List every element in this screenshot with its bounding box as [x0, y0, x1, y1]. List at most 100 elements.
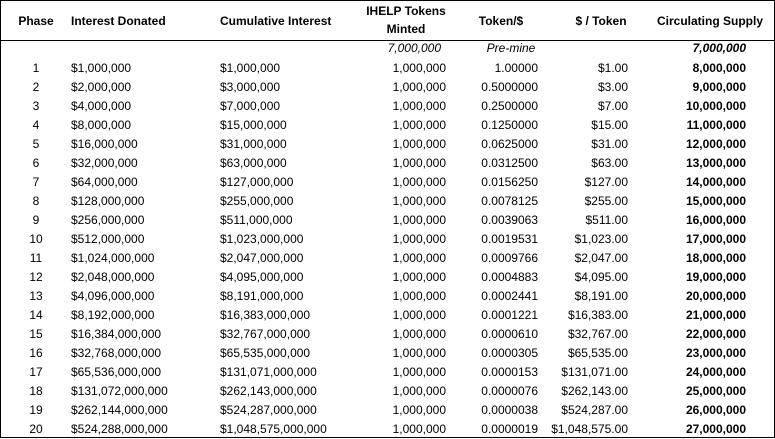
header-phase: Phase [18, 14, 54, 28]
row-tokens-minted: 1,000,000 [392, 365, 446, 379]
row-tokens-minted: 1,000,000 [392, 289, 446, 303]
row-cumulative-interest: $131,071,000,000 [220, 365, 317, 379]
row-phase: 12 [29, 270, 43, 284]
row-cumulative-interest: $1,023,000,000 [220, 232, 304, 246]
row-circulating-supply: 26,000,000 [685, 403, 746, 417]
row-circulating-supply: 16,000,000 [685, 213, 746, 227]
row-circulating-supply: 19,000,000 [685, 270, 746, 284]
row-dollar-per-token: $16,383.00 [567, 308, 628, 322]
row-cumulative-interest: $4,095,000,000 [220, 270, 304, 284]
row-phase: 4 [32, 118, 40, 132]
row-cumulative-interest: $7,000,000 [220, 99, 281, 113]
table-row: 11 $1,024,000,000 $2,047,000,000 1,000,000 0… [1, 249, 774, 268]
row-dollar-per-token: $8,191.00 [574, 289, 628, 303]
row-dollar-per-token: $511.00 [585, 213, 629, 227]
row-phase: 5 [32, 137, 40, 151]
table-row: 17 $65,536,000,000 $131,071,000,000 1,000,0… [1, 363, 774, 382]
row-cumulative-interest: $127,000,000 [220, 175, 294, 189]
row-phase: 1 [32, 61, 40, 75]
row-interest-donated: $131,072,000,000 [71, 384, 168, 398]
row-tokens-minted: 1,000,000 [392, 270, 446, 284]
row-phase: 7 [32, 175, 40, 189]
row-interest-donated: $16,384,000,000 [71, 327, 162, 341]
row-phase: 6 [32, 156, 40, 170]
row-tokens-minted: 1,000,000 [392, 422, 446, 436]
row-token-per-dollar: 0.0000610 [481, 327, 538, 341]
row-interest-donated: $128,000,000 [71, 194, 145, 208]
row-phase: 15 [29, 327, 43, 341]
row-token-per-dollar: 0.0001221 [481, 308, 538, 322]
row-circulating-supply: 9,000,000 [692, 80, 746, 94]
row-interest-donated: $524,288,000,000 [71, 422, 168, 436]
row-cumulative-interest: $255,000,000 [220, 194, 294, 208]
row-tokens-minted: 1,000,000 [392, 308, 446, 322]
row-phase: 11 [29, 251, 43, 265]
row-cumulative-interest: $32,767,000,000 [220, 327, 311, 341]
row-phase: 9 [32, 213, 40, 227]
table-row: 3 $4,000,000 $7,000,000 1,000,000 0.2500000 $… [1, 97, 774, 116]
row-tokens-minted: 1,000,000 [392, 232, 446, 246]
row-dollar-per-token: $4,095.00 [574, 270, 628, 284]
row-cumulative-interest: $8,191,000,000 [220, 289, 304, 303]
row-tokens-minted: 1,000,000 [392, 175, 446, 189]
header-token-per-dollar: Token/$ [478, 14, 524, 28]
row-circulating-supply: 23,000,000 [685, 346, 746, 360]
row-dollar-per-token: $127.00 [584, 175, 628, 189]
row-interest-donated: $32,000,000 [71, 156, 138, 170]
row-phase: 18 [29, 384, 43, 398]
header-divider [1, 40, 774, 41]
table-row: 2 $2,000,000 $3,000,000 1,000,000 0.5000000 $… [1, 78, 774, 97]
row-cumulative-interest: $3,000,000 [220, 80, 281, 94]
row-tokens-minted: 1,000,000 [392, 61, 446, 75]
row-circulating-supply: 21,000,000 [685, 308, 746, 322]
row-phase: 3 [32, 99, 40, 113]
row-cumulative-interest: $16,383,000,000 [220, 308, 311, 322]
header-interest-donated: Interest Donated [71, 14, 166, 28]
table-row: 12 $2,048,000,000 $4,095,000,000 1,000,000 0… [1, 268, 774, 287]
row-dollar-per-token: $2,047.00 [574, 251, 628, 265]
row-interest-donated: $4,096,000,000 [71, 289, 155, 303]
row-dollar-per-token: $131,071.00 [561, 365, 628, 379]
row-circulating-supply: 25,000,000 [685, 384, 746, 398]
row-interest-donated: $1,000,000 [71, 61, 132, 75]
row-circulating-supply: 15,000,000 [685, 194, 746, 208]
row-cumulative-interest: $63,000,000 [220, 156, 287, 170]
row-token-per-dollar: 0.0000305 [481, 346, 538, 360]
row-token-per-dollar: 0.0002441 [481, 289, 538, 303]
row-cumulative-interest: $31,000,000 [220, 137, 287, 151]
row-interest-donated: $512,000,000 [71, 232, 145, 246]
row-dollar-per-token: $524,287.00 [561, 403, 628, 417]
header-tokens-minted: IHELP Tokens Minted [351, 4, 461, 38]
row-token-per-dollar: 1.00000 [494, 61, 538, 75]
row-phase: 8 [32, 194, 40, 208]
header-circulating-supply: Circulating Supply [656, 14, 763, 28]
row-tokens-minted: 1,000,000 [392, 251, 446, 265]
table-row: 10 $512,000,000 $1,023,000,000 1,000,000 0.0… [1, 230, 774, 249]
row-tokens-minted: 1,000,000 [392, 80, 446, 94]
row-circulating-supply: 20,000,000 [685, 289, 746, 303]
row-phase: 16 [29, 346, 43, 360]
row-circulating-supply: 8,000,000 [692, 61, 746, 75]
table-row: 19 $262,144,000,000 $524,287,000,000 1,000,… [1, 401, 774, 420]
row-token-per-dollar: 0.0004883 [481, 270, 538, 284]
row-interest-donated: $256,000,000 [71, 213, 145, 227]
table-row: 8 $128,000,000 $255,000,000 1,000,000 0.0078… [1, 192, 774, 211]
premine-row: 7,000,000 Pre-mine 7,000,000 [1, 39, 774, 58]
row-tokens-minted: 1,000,000 [392, 137, 446, 151]
premine-label: Pre-mine [486, 41, 536, 55]
row-token-per-dollar: 0.0039063 [481, 213, 538, 227]
premine-circulating-supply: 7,000,000 [692, 41, 746, 55]
row-token-per-dollar: 0.0000153 [481, 365, 538, 379]
header-tokens-minted-line1: IHELP Tokens [366, 4, 446, 18]
row-interest-donated: $2,048,000,000 [71, 270, 155, 284]
row-interest-donated: $32,768,000,000 [71, 346, 162, 360]
row-phase: 13 [29, 289, 43, 303]
row-interest-donated: $8,192,000,000 [71, 308, 155, 322]
row-interest-donated: $65,536,000,000 [71, 365, 162, 379]
header-row: Phase Interest Donated Cumulative Intere… [1, 3, 774, 39]
table-row: 18 $131,072,000,000 $262,143,000,000 1,000,… [1, 382, 774, 401]
table-row: 13 $4,096,000,000 $8,191,000,000 1,000,000 0… [1, 287, 774, 306]
row-circulating-supply: 22,000,000 [685, 327, 746, 341]
row-interest-donated: $1,024,000,000 [71, 251, 155, 265]
row-circulating-supply: 10,000,000 [685, 99, 746, 113]
